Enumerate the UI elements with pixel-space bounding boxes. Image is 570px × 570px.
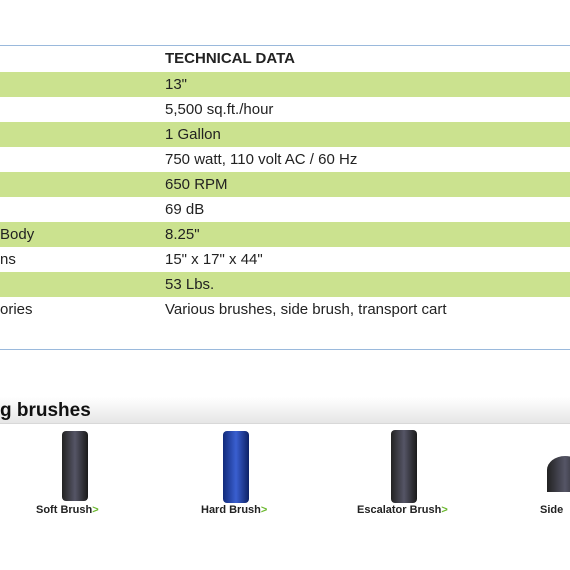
section-band <box>0 397 570 424</box>
brush-image[interactable] <box>223 431 249 503</box>
brush-image[interactable] <box>62 431 88 501</box>
brush-name[interactable]: Side <box>540 504 563 516</box>
row-value: 650 RPM <box>165 176 228 193</box>
table-row: 13" <box>0 72 570 97</box>
brush-name[interactable]: Soft Brush> <box>36 504 99 516</box>
row-label: ns <box>0 251 16 268</box>
divider <box>0 45 570 46</box>
brush-label[interactable]: Side <box>540 504 564 516</box>
divider <box>0 349 570 350</box>
table-row: ories Various brushes, side brush, transp… <box>0 297 570 322</box>
section-title: g brushes <box>0 400 91 421</box>
table-row: ns 15" x 17" x 44" <box>0 247 570 272</box>
row-label: ories <box>0 301 33 318</box>
row-value: 53 Lbs. <box>165 276 215 293</box>
table-row: 53 Lbs. <box>0 272 570 297</box>
link-arrow[interactable]: > <box>441 504 448 516</box>
table-row: 5,500 sq.ft./hour <box>0 97 570 122</box>
row-value: 750 watt, 110 volt AC / 60 Hz <box>165 151 358 168</box>
table-row: Body 8.25" <box>0 222 570 247</box>
row-label: Body <box>0 226 35 243</box>
row-value: 5,500 sq.ft./hour <box>165 101 274 118</box>
brush-image[interactable] <box>391 430 417 503</box>
brush-label[interactable]: Hard Brush <box>201 504 261 516</box>
brush-name[interactable]: Hard Brush> <box>201 504 267 516</box>
row-value: Various brushes, side brush, transport c… <box>165 301 447 318</box>
row-value: 15" x 17" x 44" <box>165 251 263 268</box>
table-row: 650 RPM <box>0 172 570 197</box>
row-value: 13" <box>165 76 188 93</box>
link-arrow[interactable]: > <box>92 504 99 516</box>
table-header: TECHNICAL DATA <box>165 50 295 67</box>
table-row: 750 watt, 110 volt AC / 60 Hz <box>0 147 570 172</box>
table-row: 1 Gallon <box>0 122 570 147</box>
row-value: 1 Gallon <box>165 126 221 143</box>
link-arrow[interactable]: > <box>260 504 268 516</box>
row-value: 69 dB <box>165 201 205 218</box>
brush-image[interactable] <box>547 470 570 492</box>
row-value: 8.25" <box>165 226 200 243</box>
table-row: 69 dB <box>0 197 570 222</box>
brush-name[interactable]: Escalator Brush> <box>357 504 448 516</box>
brush-label[interactable]: Soft Brush <box>36 504 93 516</box>
brush-label[interactable]: Escalator Brush <box>357 504 442 516</box>
